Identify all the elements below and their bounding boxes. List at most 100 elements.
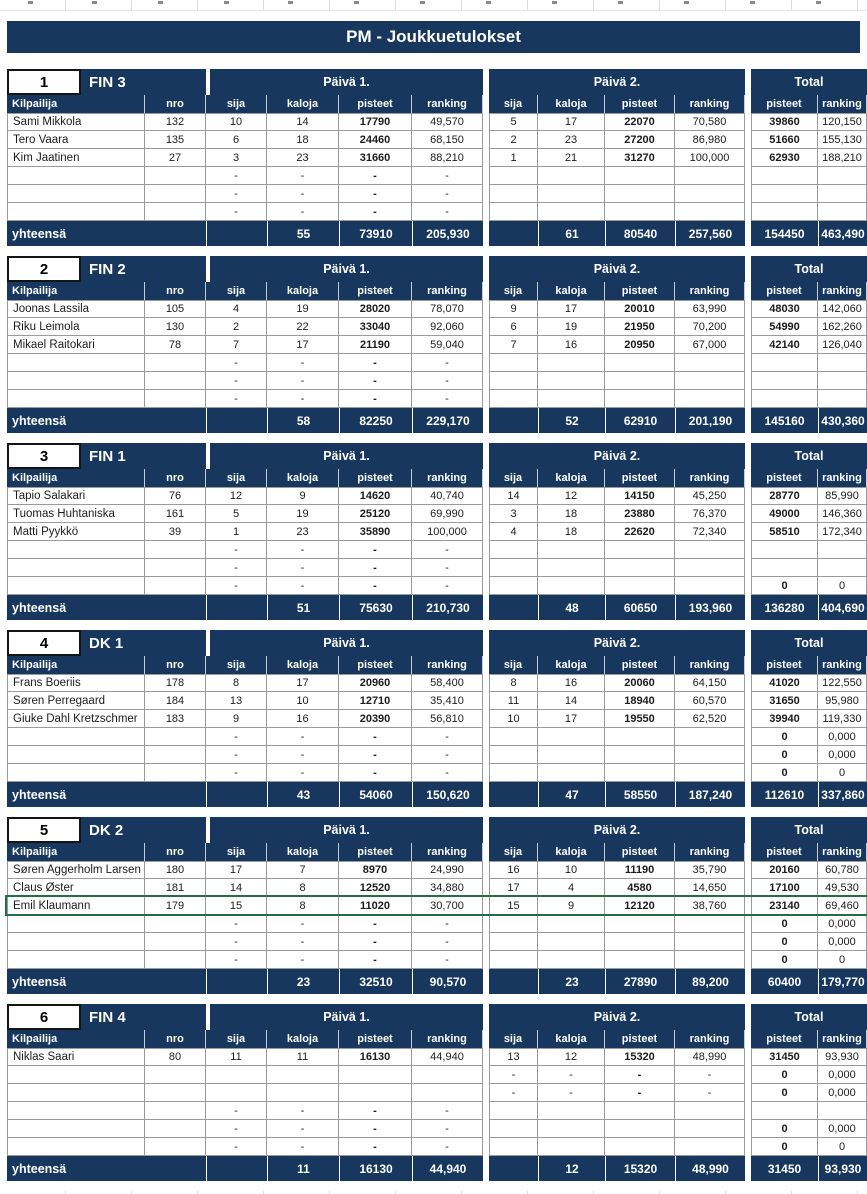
player-name-cell[interactable]: Claus Øster bbox=[7, 879, 145, 897]
col-header-pisteet[interactable]: pisteet bbox=[339, 656, 412, 674]
d1-kaloja-cell[interactable]: 17 bbox=[267, 674, 339, 692]
d1-sija-cell[interactable]: 13 bbox=[206, 692, 267, 710]
d1-sija-cell[interactable]: 10 bbox=[206, 113, 267, 131]
player-name-cell[interactable] bbox=[7, 372, 145, 390]
col-header-ranking[interactable]: ranking bbox=[412, 1030, 483, 1048]
d1-sija-cell[interactable]: 12 bbox=[206, 487, 267, 505]
total-pisteet-cell[interactable]: 41020 bbox=[751, 674, 818, 692]
total-ranking-cell[interactable]: 85,990 bbox=[818, 487, 867, 505]
d1-sija-cell[interactable]: 7 bbox=[206, 336, 267, 354]
d2-sija-cell[interactable]: 10 bbox=[489, 710, 538, 728]
team-title-cell[interactable]: 1 FIN 3 bbox=[7, 69, 206, 95]
nro-cell[interactable]: 135 bbox=[145, 131, 206, 149]
d2-kaloja-cell[interactable]: 12 bbox=[538, 1048, 605, 1066]
totals-d2-kaloja[interactable]: 47 bbox=[538, 782, 605, 807]
totals-d1-sija-cell[interactable] bbox=[206, 221, 267, 246]
nro-cell[interactable] bbox=[145, 541, 206, 559]
d2-sija-cell[interactable]: - bbox=[489, 1066, 538, 1084]
d1-sija-cell[interactable]: - bbox=[206, 390, 267, 408]
d1-kaloja-cell[interactable]: - bbox=[267, 728, 339, 746]
totals-d2-sija-cell[interactable] bbox=[489, 408, 538, 433]
d1-kaloja-cell[interactable]: - bbox=[267, 1102, 339, 1120]
col-header-ranking[interactable]: ranking bbox=[675, 843, 745, 861]
col-header-kilpailija[interactable]: Kilpailija bbox=[7, 1030, 145, 1048]
d2-kaloja-cell[interactable] bbox=[538, 354, 605, 372]
col-header-kaloja[interactable]: kaloja bbox=[267, 282, 339, 300]
team-title-cell[interactable]: 5 DK 2 bbox=[7, 817, 206, 843]
d1-sija-cell[interactable]: - bbox=[206, 1138, 267, 1156]
nro-cell[interactable] bbox=[145, 185, 206, 203]
totals-label[interactable]: yhteensä bbox=[7, 1156, 206, 1181]
d2-kaloja-cell[interactable] bbox=[538, 933, 605, 951]
player-name-cell[interactable] bbox=[7, 764, 145, 782]
nro-cell[interactable]: 181 bbox=[145, 879, 206, 897]
nro-cell[interactable] bbox=[145, 390, 206, 408]
d2-kaloja-cell[interactable]: 17 bbox=[538, 710, 605, 728]
player-name-cell[interactable]: Riku Leimola bbox=[7, 318, 145, 336]
totals-total-pisteet[interactable]: 112610 bbox=[751, 782, 818, 807]
d1-sija-cell[interactable] bbox=[206, 1066, 267, 1084]
d1-pisteet-cell[interactable]: 20960 bbox=[339, 674, 412, 692]
d2-kaloja-cell[interactable]: 17 bbox=[538, 300, 605, 318]
totals-d2-ranking[interactable]: 48,990 bbox=[675, 1156, 745, 1181]
col-header-ranking[interactable]: ranking bbox=[412, 469, 483, 487]
nro-cell[interactable] bbox=[145, 167, 206, 185]
totals-d2-kaloja[interactable]: 23 bbox=[538, 969, 605, 994]
nro-cell[interactable]: 161 bbox=[145, 505, 206, 523]
col-header-ranking[interactable]: ranking bbox=[675, 656, 745, 674]
nro-cell[interactable] bbox=[145, 1120, 206, 1138]
d1-pisteet-cell[interactable]: 35890 bbox=[339, 523, 412, 541]
player-name-cell[interactable] bbox=[7, 185, 145, 203]
totals-d2-kaloja[interactable]: 61 bbox=[538, 221, 605, 246]
col-header-ranking[interactable]: ranking bbox=[675, 1030, 745, 1048]
d1-ranking-cell[interactable]: - bbox=[412, 167, 483, 185]
d2-kaloja-cell[interactable]: 23 bbox=[538, 131, 605, 149]
totals-d1-ranking[interactable]: 210,730 bbox=[412, 595, 483, 620]
d2-pisteet-cell[interactable]: 11190 bbox=[605, 861, 675, 879]
total-header[interactable]: Total bbox=[751, 630, 867, 656]
d2-ranking-cell[interactable] bbox=[675, 933, 745, 951]
totals-total-ranking[interactable]: 430,360 bbox=[818, 408, 867, 433]
d2-ranking-cell[interactable]: 70,580 bbox=[675, 113, 745, 131]
totals-d2-pisteet[interactable]: 62910 bbox=[605, 408, 675, 433]
d1-pisteet-cell[interactable]: 12520 bbox=[339, 879, 412, 897]
nro-cell[interactable] bbox=[145, 746, 206, 764]
player-name-cell[interactable] bbox=[7, 1066, 145, 1084]
total-ranking-cell[interactable]: 0,000 bbox=[818, 1066, 867, 1084]
total-ranking-cell[interactable]: 0 bbox=[818, 577, 867, 595]
col-header-ranking[interactable]: ranking bbox=[412, 843, 483, 861]
totals-d1-sija-cell[interactable] bbox=[206, 1156, 267, 1181]
col-header-ranking[interactable]: ranking bbox=[675, 469, 745, 487]
d1-kaloja-cell[interactable]: 22 bbox=[267, 318, 339, 336]
col-header-ranking[interactable]: ranking bbox=[818, 469, 867, 487]
d2-pisteet-cell[interactable] bbox=[605, 167, 675, 185]
totals-d1-pisteet[interactable]: 75630 bbox=[339, 595, 412, 620]
player-name-cell[interactable] bbox=[7, 167, 145, 185]
col-header-sija[interactable]: sija bbox=[206, 282, 267, 300]
d2-pisteet-cell[interactable] bbox=[605, 372, 675, 390]
nro-cell[interactable] bbox=[145, 577, 206, 595]
col-header-kilpailija[interactable]: Kilpailija bbox=[7, 282, 145, 300]
d1-kaloja-cell[interactable]: - bbox=[267, 915, 339, 933]
total-header[interactable]: Total bbox=[751, 1004, 867, 1030]
total-pisteet-cell[interactable]: 0 bbox=[751, 1120, 818, 1138]
d1-ranking-cell[interactable]: 100,000 bbox=[412, 523, 483, 541]
total-ranking-cell[interactable]: 0 bbox=[818, 951, 867, 969]
d2-ranking-cell[interactable] bbox=[675, 1120, 745, 1138]
totals-label[interactable]: yhteensä bbox=[7, 595, 206, 620]
d1-ranking-cell[interactable]: 49,570 bbox=[412, 113, 483, 131]
nro-cell[interactable]: 179 bbox=[145, 897, 206, 915]
d2-sija-cell[interactable]: 7 bbox=[489, 336, 538, 354]
d1-kaloja-cell[interactable]: 11 bbox=[267, 1048, 339, 1066]
player-name-cell[interactable] bbox=[7, 1084, 145, 1102]
d2-ranking-cell[interactable] bbox=[675, 577, 745, 595]
col-header-sija[interactable]: sija bbox=[206, 95, 267, 113]
d1-pisteet-cell[interactable]: 31660 bbox=[339, 149, 412, 167]
d1-ranking-cell[interactable] bbox=[412, 1066, 483, 1084]
total-pisteet-cell[interactable]: 0 bbox=[751, 915, 818, 933]
totals-d1-ranking[interactable]: 229,170 bbox=[412, 408, 483, 433]
d1-kaloja-cell[interactable]: - bbox=[267, 372, 339, 390]
nro-cell[interactable] bbox=[145, 915, 206, 933]
col-header-sija[interactable]: sija bbox=[206, 1030, 267, 1048]
totals-label[interactable]: yhteensä bbox=[7, 782, 206, 807]
